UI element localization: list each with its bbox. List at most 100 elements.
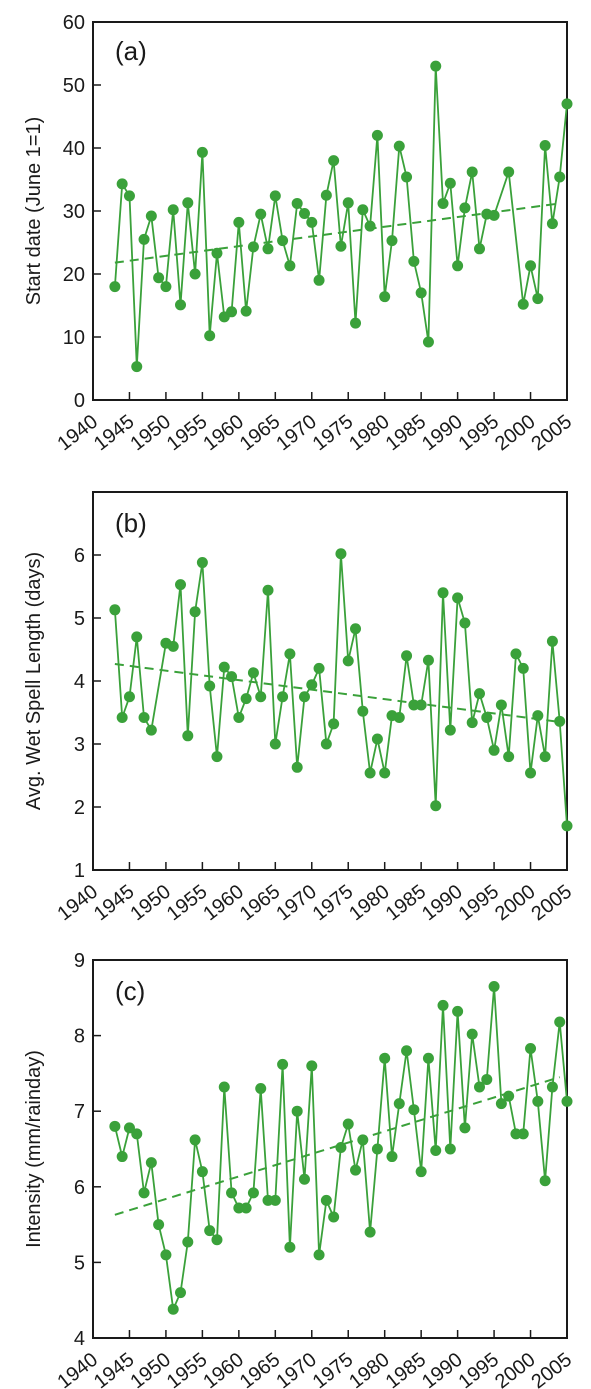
data-point <box>401 650 413 662</box>
data-point <box>138 712 150 724</box>
data-point <box>211 751 223 763</box>
data-point <box>306 679 318 691</box>
y-tick-label: 7 <box>74 1101 85 1123</box>
data-point <box>350 623 362 635</box>
data-point <box>284 648 296 660</box>
data-point <box>204 1225 216 1237</box>
data-point <box>189 606 201 618</box>
data-point <box>182 730 194 742</box>
axis-ticks <box>92 21 568 401</box>
data-point <box>277 235 289 247</box>
data-point <box>517 1128 529 1140</box>
data-point <box>306 1060 318 1072</box>
data-point <box>255 691 267 703</box>
y-tick-label: 2 <box>74 797 85 819</box>
data-point <box>335 548 347 560</box>
data-point <box>116 1151 128 1163</box>
data-point <box>116 712 128 724</box>
data-point <box>204 330 216 342</box>
data-point <box>408 255 420 267</box>
data-point <box>510 648 522 660</box>
data-point <box>495 1098 507 1110</box>
data-point <box>277 1058 289 1070</box>
y-tick-label: 20 <box>63 264 85 286</box>
data-point <box>233 216 245 228</box>
y-tick-labels: 0 10 20 30 40 50 60 <box>63 12 85 412</box>
data-point <box>320 189 332 201</box>
data-point <box>131 631 143 643</box>
y-tick-label: 40 <box>63 138 85 160</box>
data-point <box>473 1081 485 1093</box>
y-tick-label: 4 <box>74 671 85 693</box>
data-point <box>196 557 208 569</box>
data-point <box>211 1234 223 1246</box>
data-point <box>554 715 566 727</box>
data-point <box>226 1187 238 1199</box>
axis-ticks <box>92 554 568 871</box>
panel-label: (b) <box>115 508 147 538</box>
data-point <box>335 240 347 252</box>
data-point <box>546 218 558 230</box>
x-tick-labels: 1940194519501955196019651970197519801985… <box>53 881 576 926</box>
y-tick-labels: 4 5 6 7 8 9 <box>74 950 85 1350</box>
y-axis-label: Start date (June 1=1) <box>23 117 45 305</box>
data-point <box>277 691 289 703</box>
data-point <box>247 241 259 253</box>
chart-panel-a: 0 10 20 30 40 50 60 19401945195019551960196519… <box>23 12 576 455</box>
data-point <box>182 1236 194 1248</box>
data-point <box>357 204 369 216</box>
data-point <box>357 1134 369 1146</box>
data-point <box>488 980 500 992</box>
data-point <box>320 1194 332 1206</box>
data-point <box>422 1052 434 1064</box>
data-point <box>561 1095 573 1107</box>
data-point <box>109 281 121 293</box>
data-point <box>182 197 194 209</box>
data-point <box>218 1081 230 1093</box>
data-point <box>488 744 500 756</box>
x-tick-label: 2005 <box>527 411 576 456</box>
y-tick-label: 9 <box>74 950 85 972</box>
data-point <box>240 693 252 705</box>
data-point <box>153 1219 165 1231</box>
data-point <box>466 1028 478 1040</box>
data-point <box>116 178 128 190</box>
data-point <box>371 129 383 141</box>
data-point <box>532 710 544 722</box>
data-point <box>539 139 551 151</box>
data-point <box>335 1141 347 1153</box>
data-point <box>481 712 493 724</box>
data-point <box>269 1194 281 1206</box>
data-point <box>444 724 456 736</box>
y-tick-label: 6 <box>74 1177 85 1199</box>
data-point <box>386 1151 398 1163</box>
data-point <box>379 1052 391 1064</box>
y-tick-label: 5 <box>74 608 85 630</box>
data-point <box>379 767 391 779</box>
data-point <box>145 210 157 222</box>
data-points <box>109 60 573 373</box>
data-point <box>437 999 449 1011</box>
data-point <box>175 299 187 311</box>
data-point <box>364 1226 376 1238</box>
data-point <box>255 208 267 220</box>
data-point <box>422 336 434 348</box>
data-point <box>167 1303 179 1315</box>
series-line <box>114 553 568 826</box>
data-point <box>313 274 325 286</box>
data-point <box>138 1187 150 1199</box>
data-point <box>393 140 405 152</box>
data-point <box>291 197 303 209</box>
data-point <box>350 1164 362 1176</box>
data-point <box>328 718 340 730</box>
data-point <box>328 1211 340 1223</box>
data-point <box>145 1157 157 1169</box>
data-points <box>109 548 573 832</box>
data-point <box>364 767 376 779</box>
data-point <box>342 197 354 209</box>
data-point <box>226 306 238 318</box>
data-point <box>393 712 405 724</box>
data-point <box>371 1143 383 1155</box>
data-point <box>437 197 449 209</box>
data-point <box>291 1105 303 1117</box>
